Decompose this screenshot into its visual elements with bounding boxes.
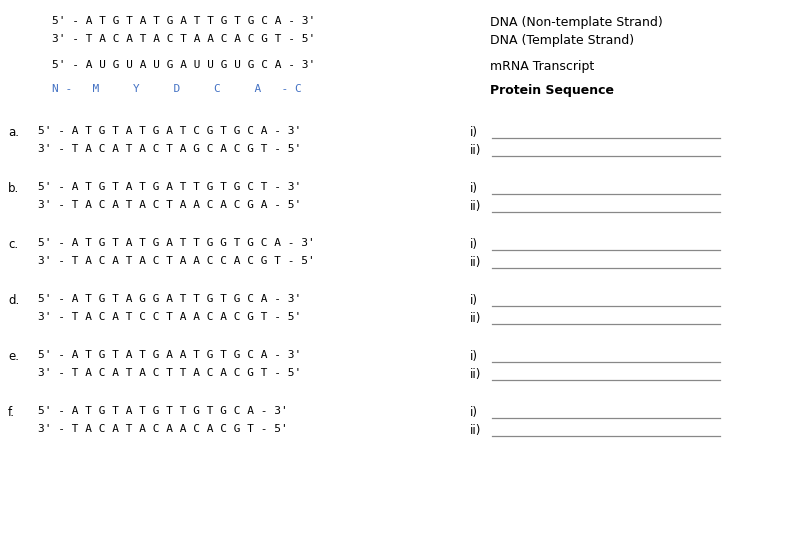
Text: 5' - A T G T A T G A T T G T G C A - 3': 5' - A T G T A T G A T T G T G C A - 3' [52, 16, 316, 26]
Text: mRNA Transcript: mRNA Transcript [490, 60, 594, 73]
Text: a.: a. [8, 126, 19, 139]
Text: i): i) [470, 126, 478, 139]
Text: f.: f. [8, 406, 15, 419]
Text: ii): ii) [470, 368, 482, 381]
Text: b.: b. [8, 182, 19, 195]
Text: 5' - A T G T A T G T T G T G C A - 3': 5' - A T G T A T G T T G T G C A - 3' [38, 406, 288, 416]
Text: ii): ii) [470, 424, 482, 437]
Text: 3' - T A C A T A C T A G C A C G T - 5': 3' - T A C A T A C T A G C A C G T - 5' [38, 144, 301, 154]
Text: ii): ii) [470, 200, 482, 213]
Text: 5' - A T G T A T G A T T G T G C T - 3': 5' - A T G T A T G A T T G T G C T - 3' [38, 182, 301, 192]
Text: i): i) [470, 406, 478, 419]
Text: N -   M     Y     D     C     A   - C: N - M Y D C A - C [52, 84, 301, 94]
Text: 5' - A T G T A G G A T T G T G C A - 3': 5' - A T G T A G G A T T G T G C A - 3' [38, 294, 301, 304]
Text: i): i) [470, 182, 478, 195]
Text: 3' - T A C A T A C T A A C C A C G T - 5': 3' - T A C A T A C T A A C C A C G T - 5… [38, 256, 315, 266]
Text: ii): ii) [470, 144, 482, 157]
Text: DNA (Non-template Strand): DNA (Non-template Strand) [490, 16, 663, 29]
Text: i): i) [470, 350, 478, 363]
Text: i): i) [470, 238, 478, 251]
Text: 3' - T A C A T A C T A A C A C G T - 5': 3' - T A C A T A C T A A C A C G T - 5' [52, 34, 316, 44]
Text: c.: c. [8, 238, 18, 251]
Text: i): i) [470, 294, 478, 307]
Text: 5' - A U G U A U G A U U G U G C A - 3': 5' - A U G U A U G A U U G U G C A - 3' [52, 60, 316, 70]
Text: 5' - A T G T A T G A A T G T G C A - 3': 5' - A T G T A T G A A T G T G C A - 3' [38, 350, 301, 360]
Text: e.: e. [8, 350, 19, 363]
Text: 3' - T A C A T A C T T A C A C G T - 5': 3' - T A C A T A C T T A C A C G T - 5' [38, 368, 301, 378]
Text: d.: d. [8, 294, 19, 307]
Text: DNA (Template Strand): DNA (Template Strand) [490, 34, 634, 47]
Text: ii): ii) [470, 312, 482, 325]
Text: 3' - T A C A T A C T A A C A C G A - 5': 3' - T A C A T A C T A A C A C G A - 5' [38, 200, 301, 210]
Text: 3' - T A C A T A C A A C A C G T - 5': 3' - T A C A T A C A A C A C G T - 5' [38, 424, 288, 434]
Text: 5' - A T G T A T G A T T G G T G C A - 3': 5' - A T G T A T G A T T G G T G C A - 3… [38, 238, 315, 248]
Text: Protein Sequence: Protein Sequence [490, 84, 614, 97]
Text: 5' - A T G T A T G A T C G T G C A - 3': 5' - A T G T A T G A T C G T G C A - 3' [38, 126, 301, 136]
Text: 3' - T A C A T C C T A A C A C G T - 5': 3' - T A C A T C C T A A C A C G T - 5' [38, 312, 301, 322]
Text: ii): ii) [470, 256, 482, 269]
